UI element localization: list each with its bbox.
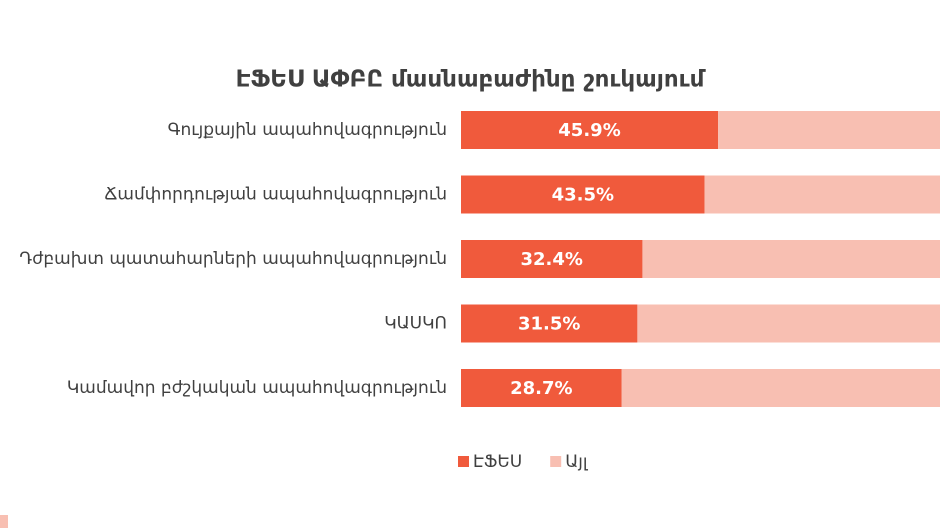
y-tick-label: Գույքային ապահովագրություն <box>168 120 447 140</box>
legend-swatch <box>550 456 562 467</box>
decoration <box>0 515 8 528</box>
bar-segment <box>718 111 940 149</box>
bar-segment <box>461 369 622 407</box>
value-label: 32.4% <box>520 249 582 270</box>
legend-swatch <box>458 456 469 467</box>
chart-title: ԷՖԵՍ ԱՓԲԸ մասնաբաժինը շուկայում <box>236 67 707 93</box>
value-label: 31.5% <box>518 314 580 335</box>
legend-label: Այլ <box>565 452 589 472</box>
legend-label: ԷՖԵՍ <box>473 452 522 472</box>
bar-segment <box>461 304 638 343</box>
bar-segment <box>461 240 643 278</box>
bar-segment <box>704 175 940 214</box>
bar-segment <box>461 175 705 214</box>
bar-segment <box>637 304 940 343</box>
bar-segment <box>642 240 940 278</box>
y-tick-label: ԿԱՍԿՈ <box>384 314 447 334</box>
value-label: 28.7% <box>510 378 572 399</box>
y-tick-label: Դժբախտ պատահարների ապահովագրություն <box>19 249 447 269</box>
bar-segment <box>621 369 940 407</box>
bar-segment <box>461 111 719 149</box>
value-label: 45.9% <box>558 120 620 141</box>
y-tick-label: Ճամփորդության ապահովագրություն <box>104 185 447 205</box>
y-tick-label: Կամավոր բժշկական ապահովագրություն <box>67 378 447 398</box>
value-label: 43.5% <box>552 185 614 206</box>
